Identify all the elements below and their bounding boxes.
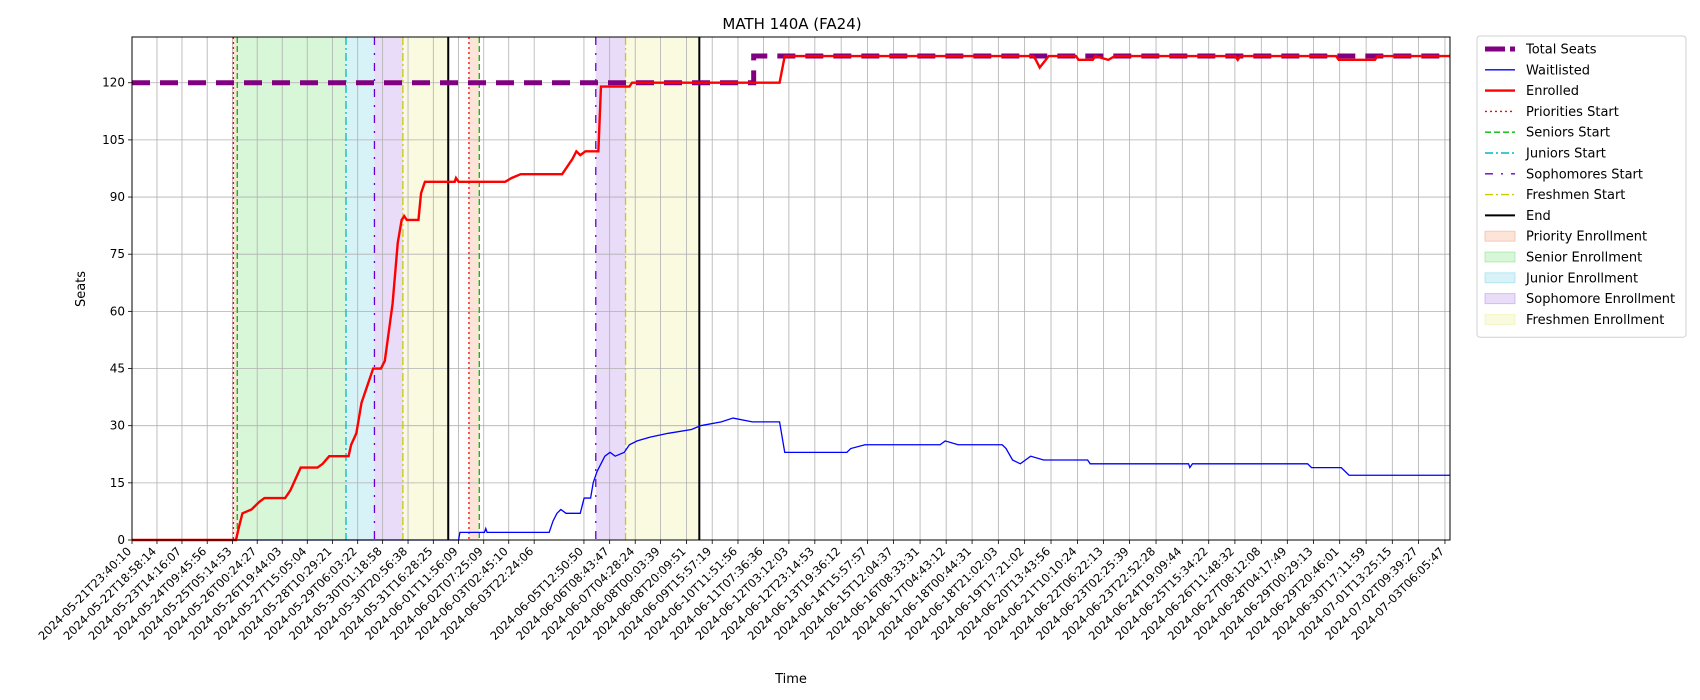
y-tick-label: 15 <box>110 476 125 490</box>
vertical-markers <box>232 37 701 540</box>
legend: Total Seats Waitlisted Enrolled Priorities … <box>1476 35 1687 338</box>
legend-label-freshmen-enrollment: Freshmen Enrollment <box>1526 313 1664 328</box>
region-freshmen-enrollment <box>402 37 449 540</box>
y-tick-label: 105 <box>102 133 125 147</box>
series <box>132 53 1450 542</box>
region-freshmen-enrollment <box>625 37 700 540</box>
legend-label-freshmen-start: Freshmen Start <box>1526 188 1625 203</box>
legend-label-enrolled: Enrolled <box>1526 84 1579 99</box>
x-axis-label: Time <box>774 672 807 687</box>
legend-swatch-priority-enrollment <box>1484 230 1516 242</box>
legend-swatch-senior-enrollment <box>1484 251 1516 263</box>
chart-title: MATH 140A (FA24) <box>722 15 861 33</box>
y-tick-label: 45 <box>110 362 125 376</box>
legend-swatch-sophomore-enrollment <box>1484 293 1516 305</box>
y-tick-label: 90 <box>110 190 125 204</box>
region-senior-enrollment <box>237 37 346 540</box>
region-sophomore-enrollment <box>374 37 403 540</box>
legend-swatch-freshmen-enrollment <box>1484 313 1516 325</box>
legend-label-waitlisted: Waitlisted <box>1526 63 1590 78</box>
y-tick-label: 120 <box>102 76 125 90</box>
legend-label-sophomores-start: Sophomores Start <box>1526 167 1643 182</box>
legend-label-end: End <box>1526 209 1551 224</box>
y-tick-label: 0 <box>117 533 125 547</box>
region-junior-enrollment <box>345 37 375 540</box>
plot-frame <box>131 36 1451 541</box>
y-tick-label: 75 <box>110 247 125 261</box>
legend-label-sophomore-enrollment: Sophomore Enrollment <box>1526 292 1675 307</box>
region-priority-enrollment <box>233 37 238 540</box>
legend-box <box>1476 35 1687 338</box>
legend-label-juniors-start: Juniors Start <box>1525 147 1606 162</box>
legend-label-seniors-start: Seniors Start <box>1526 126 1610 141</box>
region-priority-enrollment <box>468 37 480 540</box>
y-tick-label: 60 <box>110 304 125 318</box>
y-axis-label: Seats <box>74 271 89 307</box>
shaded-regions <box>233 37 700 540</box>
legend-label-junior-enrollment: Junior Enrollment <box>1525 271 1638 286</box>
series-line-enrolled <box>132 54 1450 542</box>
legend-label-senior-enrollment: Senior Enrollment <box>1526 251 1642 266</box>
x-axis: 2024-05-21T23:40:102024-05-22T18:58:1420… <box>35 540 1447 643</box>
y-axis: 0 15 30 45 60 75 90 105 120 <box>102 76 132 547</box>
legend-label-priority-enrollment: Priority Enrollment <box>1526 230 1647 245</box>
y-tick-label: 30 <box>110 419 125 433</box>
legend-label-total-seats: Total Seats <box>1525 43 1597 58</box>
legend-swatch-junior-enrollment <box>1484 272 1516 284</box>
legend-label-priorities-start: Priorities Start <box>1526 105 1619 120</box>
series-line-waitlisted <box>132 417 1450 541</box>
